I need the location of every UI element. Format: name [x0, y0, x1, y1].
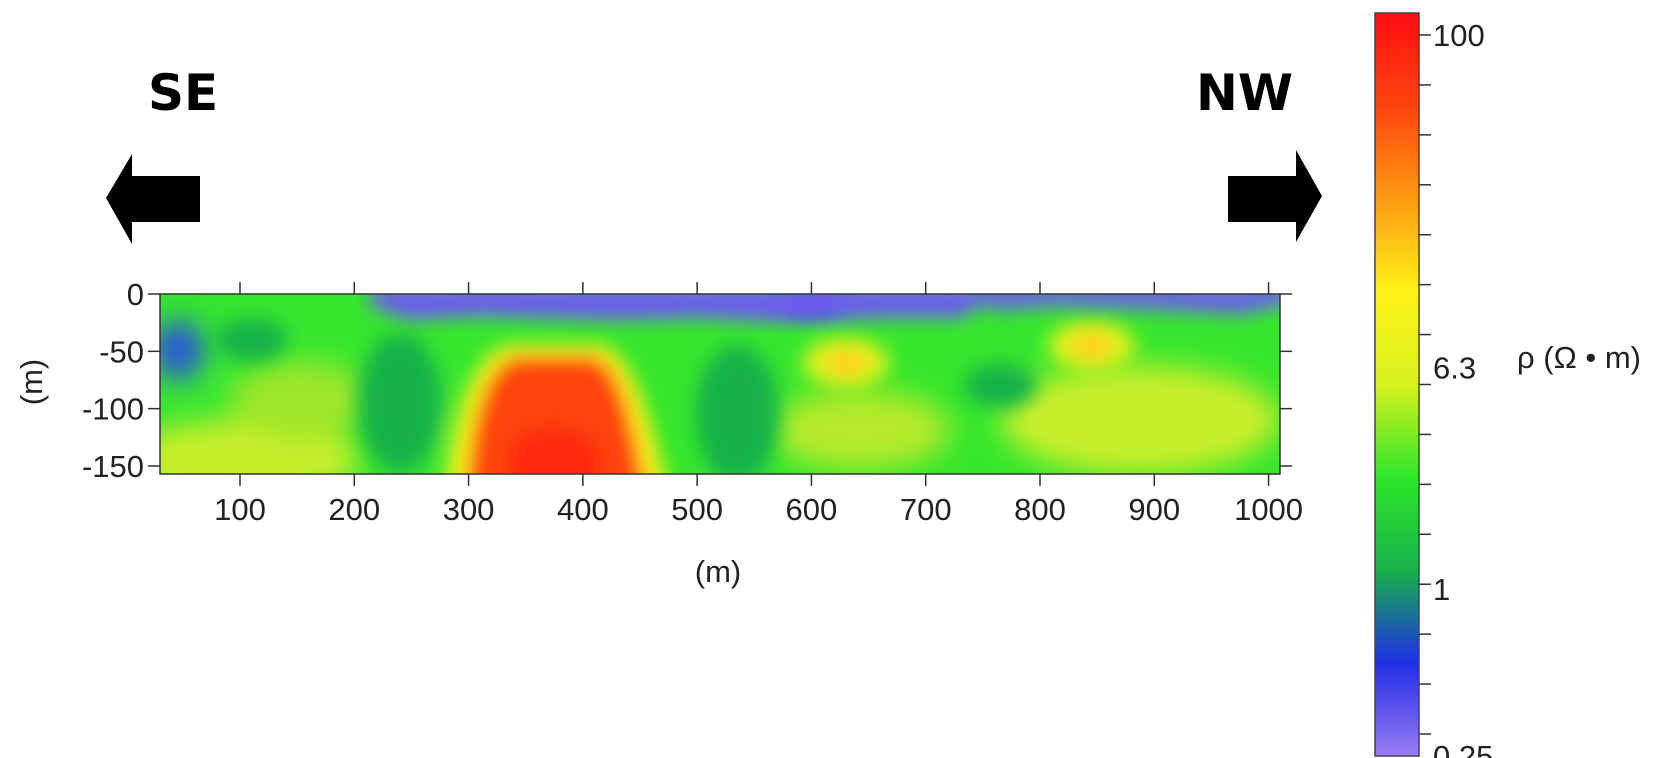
heatmap-greenish-zone: [230, 360, 370, 440]
x-axis-title: (m): [695, 554, 741, 589]
anomaly-point: [215, 317, 288, 362]
anomaly-point: [695, 344, 780, 474]
direction-label-left: SE: [148, 64, 219, 122]
colorbar: [1374, 12, 1420, 757]
y-axis-title: (m): [14, 359, 49, 405]
plot-frame: [159, 293, 1281, 475]
heatmap-yellowish-zone: [1000, 365, 1280, 474]
anomaly-point: [823, 348, 868, 377]
y-tick-label: -100: [82, 392, 144, 427]
anomaly-point: [1069, 331, 1114, 360]
colorbar-title: ρ (Ω • m): [1517, 340, 1641, 375]
x-tick-label: 800: [1014, 492, 1066, 527]
resistivity-heatmap: [160, 294, 1280, 474]
x-tick-label: 200: [328, 492, 380, 527]
colorbar-tick-label: 100: [1433, 18, 1485, 53]
x-tick-label: 500: [671, 492, 723, 527]
x-axis: 100 200 300 400 500 600 700 800 900 1000: [214, 282, 1303, 527]
x-tick-label: 100: [214, 492, 266, 527]
y-tick-label: -50: [99, 334, 144, 369]
right-arrow-icon: [1228, 150, 1322, 242]
colorbar-tick-label: 0.25: [1433, 739, 1493, 758]
anomaly-peak: [504, 424, 605, 474]
heatmap-yellowish-zone: [770, 390, 950, 470]
colorbar-tick-label: 6.3: [1433, 351, 1476, 386]
heatmap-conductive-zone: [160, 320, 204, 380]
colorbar-ticks: 100 6.3 1 0.25: [1419, 18, 1493, 758]
x-tick-label: 900: [1128, 492, 1180, 527]
y-tick-label: -150: [82, 449, 144, 484]
direction-label-right: NW: [1196, 64, 1293, 122]
x-tick-label: 700: [900, 492, 952, 527]
x-tick-label: 600: [786, 492, 838, 527]
x-tick-label: 400: [557, 492, 609, 527]
x-tick-label: 300: [443, 492, 495, 527]
x-tick-label: 1000: [1234, 492, 1303, 527]
colorbar-tick-label: 1: [1433, 572, 1450, 607]
y-axis: 0 -50 -100 -150: [82, 277, 1292, 484]
anomaly-point: [358, 332, 442, 473]
heatmap-anomalies: [215, 295, 1136, 474]
anomaly-point: [964, 363, 1036, 408]
left-arrow-icon: [106, 154, 200, 244]
y-tick-label: 0: [127, 277, 144, 312]
heatmap-surface-layer: [370, 294, 1280, 322]
